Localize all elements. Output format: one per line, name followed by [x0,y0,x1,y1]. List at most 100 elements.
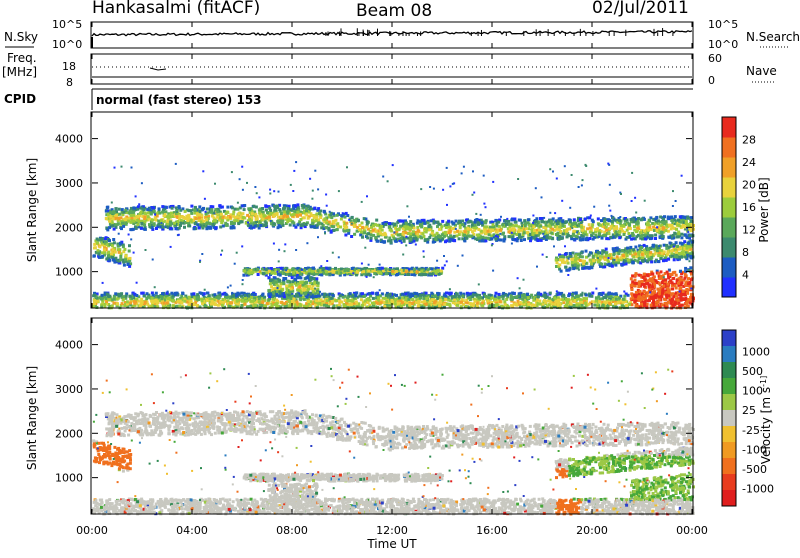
heatmap-cell [119,294,122,297]
heatmap-cell [449,299,452,302]
heatmap-cell [413,227,416,230]
heatmap-cell [189,209,192,212]
heatmap-cell [355,300,358,303]
heatmap-cell [428,272,431,275]
freq-left-tick-bottom: 8 [66,76,73,89]
heatmap-cell [318,302,321,305]
heatmap-cell [458,237,461,240]
heatmap-cell [571,223,574,226]
heatmap-cell [388,237,391,240]
heatmap-cell [217,297,220,300]
heatmap-cell [220,221,223,224]
heatmap-cell [158,212,161,215]
heatmap-cell [531,233,534,236]
heatmap-cell [405,222,408,225]
heatmap-cell [296,203,299,206]
noise-line [92,31,692,36]
heatmap-cell [445,295,448,298]
heatmap-cell [496,231,499,234]
heatmap-cell [152,294,155,297]
heatmap-cell [419,223,422,226]
heatmap-cell [187,303,190,306]
freq-label-line2: [MHz] [2,65,37,79]
heatmap-cell [251,271,254,274]
heatmap-cell [198,216,201,219]
heatmap-cell [366,236,369,239]
noise-right-tick-top: 10^5 [708,18,738,31]
heatmap-cell [343,225,346,228]
heatmap-cell [198,210,201,213]
heatmap-cell [296,223,299,226]
heatmap-cell [527,218,530,221]
heatmap-cell [254,213,257,216]
heatmap-cell [150,211,153,214]
heatmap-cell [350,303,353,306]
heatmap-cell [247,207,250,210]
heatmap-cell [183,226,186,229]
heatmap-cell [262,218,265,221]
heatmap-cell [250,296,253,299]
heatmap-cell [444,298,447,301]
heatmap-cell [249,225,252,228]
heatmap-cell [299,303,302,306]
heatmap-cell [679,215,682,218]
heatmap-cell [315,219,318,222]
heatmap-cell [580,301,583,304]
heatmap-cell [188,296,191,299]
heatmap-cell [484,232,487,235]
heatmap-cell [504,303,507,306]
heatmap-cell [606,305,609,308]
heatmap-cell [366,222,369,225]
heatmap-cell [140,292,143,295]
heatmap-cell [585,238,588,241]
heatmap-cell [200,292,203,295]
heatmap-cell [544,301,547,304]
heatmap-cell [471,235,474,238]
heatmap-cell [532,225,535,228]
heatmap-cell [564,221,567,224]
heatmap-cell [615,235,618,238]
heatmap-cell [640,235,643,238]
heatmap-cell [510,297,513,300]
heatmap-cell [647,299,650,302]
heatmap-cell [242,216,245,219]
heatmap-cell [129,295,132,298]
heatmap-cell [283,211,286,214]
heatmap-cell [345,212,348,215]
heatmap-cell [580,225,583,228]
heatmap-cell [456,230,459,233]
heatmap-cell [626,236,629,239]
heatmap-cell [495,304,498,307]
heatmap-cell [236,208,239,211]
heatmap-cell [161,205,164,208]
heatmap-cell [674,301,677,304]
heatmap-cell [307,205,310,208]
heatmap-cell [573,218,576,221]
heatmap-cell [631,303,634,306]
heatmap-cell [251,212,254,215]
heatmap-cell [217,304,220,307]
heatmap-cell [498,293,501,296]
heatmap-cell [111,224,114,227]
heatmap-cell [407,298,410,301]
heatmap-cell [196,223,199,226]
heatmap-cell [407,273,410,276]
heatmap-cell [317,295,320,298]
heatmap-cell [584,230,587,233]
heatmap-cell [377,270,380,273]
heatmap-cell [243,208,246,211]
heatmap-cell [307,300,310,303]
heatmap-cell [458,220,461,223]
heatmap-cell [180,301,183,304]
heatmap-cell [558,217,561,220]
heatmap-cell [395,294,398,297]
heatmap-cell [539,303,542,306]
heatmap-cell [308,303,311,306]
heatmap-cell [447,220,450,223]
heatmap-cell [477,228,480,231]
heatmap-cell [219,226,222,229]
heatmap-cell [672,305,675,308]
heatmap-cell [474,237,477,240]
heatmap-cell [626,218,629,221]
heatmap-cell [487,296,490,299]
